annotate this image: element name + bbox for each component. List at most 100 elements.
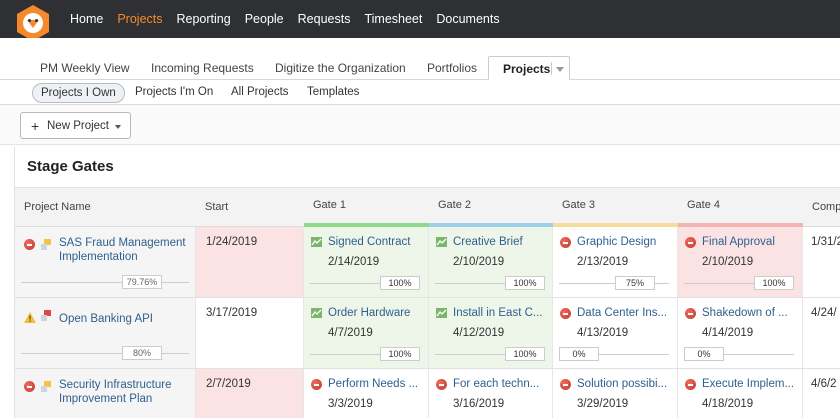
chart-complete-icon <box>436 237 447 247</box>
gate-date: 4/12/2019 <box>453 327 505 339</box>
project-name-link[interactable]: Open Banking API <box>59 313 153 325</box>
status-red-icon <box>560 308 571 322</box>
gate-progress-value: 100% <box>380 276 420 290</box>
gate-date: 4/14/2019 <box>702 327 754 339</box>
chart-complete-icon <box>311 237 322 247</box>
column-header-gate-3[interactable]: Gate 3 <box>553 187 678 227</box>
gate-color-bar <box>429 223 553 227</box>
column-header-gate-1[interactable]: Gate 1 <box>304 187 429 227</box>
status-red-icon <box>436 379 447 393</box>
complete-date-cell: 4/24/ <box>803 298 840 369</box>
column-header-start[interactable]: Start <box>196 187 304 227</box>
gate-progress-value: 100% <box>380 347 420 361</box>
tab-divider <box>551 62 552 75</box>
gate-task-name[interactable]: Perform Needs ... <box>328 378 419 390</box>
gate-cell[interactable]: Creative Brief 2/10/2019 100% <box>429 227 553 298</box>
new-project-label: New Project <box>47 120 109 132</box>
subtab-projects-i-own[interactable]: Projects I Own <box>32 83 125 103</box>
subtab-projects-im-on[interactable]: Projects I'm On <box>135 86 214 98</box>
chevron-down-icon[interactable] <box>556 67 564 72</box>
table-row-project[interactable]: Open Banking API 80% <box>15 298 196 369</box>
gate-date: 4/7/2019 <box>328 327 373 339</box>
gate-task-name[interactable]: Signed Contract <box>328 236 411 248</box>
nav-reporting[interactable]: Reporting <box>176 12 231 26</box>
top-navigation-bar: Home Projects Reporting People Requests … <box>0 0 840 41</box>
nav-projects[interactable]: Projects <box>117 12 163 26</box>
gate-task-name[interactable]: Creative Brief <box>453 236 523 248</box>
progress-value: 80% <box>122 346 162 360</box>
nav-documents[interactable]: Documents <box>436 12 500 26</box>
gate-cell[interactable]: For each techn... 3/16/2019 <box>429 369 553 418</box>
owner-flag-icon <box>41 381 51 392</box>
gate-cell[interactable]: Signed Contract 2/14/2019 100% <box>304 227 429 298</box>
nav-requests[interactable]: Requests <box>297 12 351 26</box>
gate-cell[interactable]: Install in East C... 4/12/2019 100% <box>429 298 553 369</box>
gate-task-name[interactable]: For each techn... <box>453 378 540 390</box>
column-header-project-name[interactable]: Project Name <box>15 187 196 227</box>
table-row-project[interactable]: Security Infrastructure Improvement Plan <box>15 369 196 418</box>
gate-task-name[interactable]: Graphic Design <box>577 236 657 248</box>
gate-cell[interactable]: Shakedown of ... 4/14/2019 0% <box>678 298 803 369</box>
gate-cell[interactable]: Final Approval 2/10/2019 100% <box>678 227 803 298</box>
gate-task-name[interactable]: Order Hardware <box>328 307 411 319</box>
gate-color-bar <box>304 223 429 227</box>
gate-cell[interactable]: Perform Needs ... 3/3/2019 <box>304 369 429 418</box>
gate-task-name[interactable]: Shakedown of ... <box>702 307 788 319</box>
header-label: Project Name <box>24 201 91 213</box>
header-label: Comp <box>812 201 840 213</box>
table-row-project[interactable]: SAS Fraud Management Implementation 79.7… <box>15 227 196 298</box>
tab-digitize-the-organization[interactable]: Digitize the Organization <box>275 61 406 75</box>
gate-progress-track <box>559 354 669 355</box>
gate-cell[interactable]: Solution possibi... 3/29/2019 <box>553 369 678 418</box>
gate-cell[interactable]: Data Center Ins... 4/13/2019 0% <box>553 298 678 369</box>
subtab-templates[interactable]: Templates <box>307 86 360 98</box>
gate-progress-value: 0% <box>684 347 724 361</box>
project-name-link[interactable]: Security Infrastructure Improvement Plan <box>59 379 172 405</box>
column-header-complete[interactable]: Comp <box>803 187 840 227</box>
gate-progress-track <box>435 283 545 284</box>
status-red-icon <box>24 239 35 253</box>
gate-cell[interactable]: Order Hardware 4/7/2019 100% <box>304 298 429 369</box>
gate-progress-value: 100% <box>505 276 545 290</box>
view-tabs: PM Weekly View Incoming Requests Digitiz… <box>0 38 840 80</box>
gate-date: 3/16/2019 <box>453 398 505 410</box>
tab-projects[interactable]: Projects <box>488 56 570 80</box>
lion-logo-icon[interactable] <box>14 4 52 42</box>
gate-date: 4/18/2019 <box>702 398 754 410</box>
tab-pm-weekly-view[interactable]: PM Weekly View <box>40 61 130 75</box>
main-menu: Home Projects Reporting People Requests … <box>70 0 514 38</box>
gate-task-name[interactable]: Execute Implem... <box>702 378 795 390</box>
column-header-gate-2[interactable]: Gate 2 <box>429 187 553 227</box>
gate-progress-track <box>684 354 794 355</box>
tab-portfolios[interactable]: Portfolios <box>427 61 478 75</box>
progress-track <box>21 282 189 283</box>
gate-progress-track <box>684 283 794 284</box>
nav-people[interactable]: People <box>244 12 284 26</box>
project-name-link[interactable]: SAS Fraud Management Implementation <box>59 237 186 263</box>
status-red-icon <box>311 379 322 393</box>
tab-projects-label: Projects <box>503 62 551 76</box>
complete-date-cell: 1/31/2 <box>803 227 840 298</box>
column-header-gate-4[interactable]: Gate 4 <box>678 187 803 227</box>
gate-cell[interactable]: Graphic Design 2/13/2019 75% <box>553 227 678 298</box>
subtab-all-projects[interactable]: All Projects <box>231 86 289 98</box>
new-project-button[interactable]: + New Project <box>20 112 131 139</box>
start-date: 3/17/2019 <box>206 307 258 319</box>
gate-cell[interactable]: Execute Implem... 4/18/2019 <box>678 369 803 418</box>
status-red-icon <box>685 379 696 393</box>
gate-progress-track <box>310 354 420 355</box>
gate-progress-value: 100% <box>754 276 794 290</box>
complete-date: 1/31/2 <box>811 236 840 248</box>
sub-tabs: Projects I Own Projects I'm On All Proje… <box>0 80 840 105</box>
tab-incoming-requests[interactable]: Incoming Requests <box>151 61 254 75</box>
gate-task-name[interactable]: Data Center Ins... <box>577 307 668 319</box>
nav-timesheet[interactable]: Timesheet <box>364 12 423 26</box>
start-date-cell: 3/17/2019 <box>196 298 304 369</box>
nav-home[interactable]: Home <box>70 12 104 26</box>
gate-task-name[interactable]: Solution possibi... <box>577 378 668 390</box>
gate-color-bar <box>678 223 803 227</box>
status-red-icon <box>685 237 696 251</box>
gate-task-name[interactable]: Install in East C... <box>453 307 543 319</box>
gate-task-name[interactable]: Final Approval <box>702 236 775 248</box>
gate-date: 3/29/2019 <box>577 398 629 410</box>
